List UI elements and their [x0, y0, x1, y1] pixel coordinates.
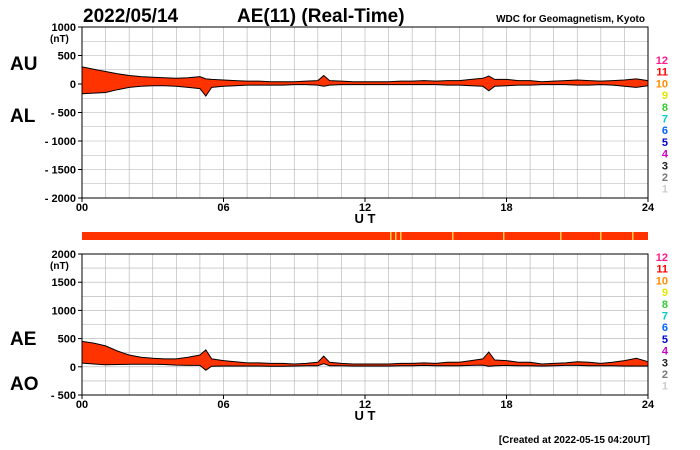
ae-label: AE [10, 329, 36, 350]
legend-item: 8 [662, 299, 668, 311]
y-tick-label: 2000 [52, 249, 76, 261]
x-tick-label: 12 [359, 399, 371, 411]
al-label: AL [10, 106, 36, 127]
activity-strip-bar [82, 232, 648, 240]
chart-title: AE(11) (Real-Time) [237, 6, 405, 27]
legend-item: 9 [662, 90, 668, 102]
legend-item: 12 [656, 252, 668, 264]
legend-item: 12 [656, 55, 668, 67]
legend-item: 8 [662, 102, 668, 114]
legend-item: 10 [656, 275, 668, 287]
y-tick-label: 0 [70, 79, 76, 91]
ao-label: AO [10, 374, 39, 395]
legend-item: 6 [662, 322, 668, 334]
legend-item: 3 [662, 160, 668, 172]
ae-ao-x-ticks: 00 06 12 18 24 [76, 395, 655, 411]
au-line [81, 66, 649, 83]
legend-item: 5 [662, 334, 668, 346]
y-tick-label: 1000 [52, 22, 76, 34]
x-tick-label: 00 [76, 202, 88, 214]
y-tick-label: 1000 [52, 305, 76, 317]
legend-item: 4 [662, 149, 669, 161]
x-tick-label: 06 [217, 202, 229, 214]
legend-item: 3 [662, 357, 668, 369]
legend-item: 11 [656, 264, 668, 276]
activity-strip-mark [390, 232, 392, 240]
organization-label: WDC for Geomagnetism, Kyoto [496, 14, 645, 25]
au-al-x-ticks: 00 06 12 18 24 [76, 198, 655, 214]
legend-item: 7 [662, 114, 668, 126]
legend-item: 7 [662, 311, 668, 323]
legend-item: 6 [662, 125, 668, 137]
al-line [81, 84, 649, 97]
au-al-unit-label: (nT) [50, 34, 69, 45]
activity-strip-mark [560, 232, 562, 240]
x-tick-label: 12 [359, 202, 371, 214]
x-tick-label: 18 [500, 202, 512, 214]
legend-item: 2 [662, 369, 668, 381]
legend-item: 2 [662, 172, 668, 184]
au-al-y-ticks: 1000 500 0 - 500 - 1000 - 1500 - 2000 [45, 22, 82, 205]
legend-item: 5 [662, 137, 668, 149]
activity-strip-mark [503, 232, 505, 240]
x-tick-label: 06 [217, 399, 229, 411]
y-tick-label: - 2000 [45, 193, 76, 205]
y-tick-label: 500 [58, 51, 76, 63]
ae-line [81, 340, 649, 365]
y-tick-label: - 1500 [45, 165, 76, 177]
ae-ao-unit-label: (nT) [50, 261, 69, 272]
created-timestamp: [Created at 2022-05-15 04:20UT] [499, 435, 650, 446]
y-tick-label: 500 [58, 334, 76, 346]
legend-item: 1 [662, 184, 668, 196]
ae-ao-x-axis-label: U T [355, 408, 376, 423]
activity-strip-mark [632, 232, 634, 240]
x-tick-label: 24 [642, 399, 655, 411]
chart-date: 2022/05/14 [83, 6, 179, 27]
legend-item: 9 [662, 287, 668, 299]
activity-strip-mark [600, 232, 602, 240]
x-tick-label: 00 [76, 399, 88, 411]
activity-strip-mark [452, 232, 454, 240]
au-label: AU [10, 54, 37, 75]
au-al-x-axis-label: U T [355, 211, 376, 226]
x-tick-label: 18 [500, 399, 512, 411]
y-tick-label: - 500 [51, 108, 76, 120]
activity-strip [82, 232, 648, 240]
x-tick-label: 24 [642, 202, 655, 214]
y-tick-label: - 500 [51, 390, 76, 402]
legend-item: 11 [656, 67, 668, 79]
ae-ao-grid [82, 254, 648, 395]
legend-item: 10 [656, 78, 668, 90]
y-tick-label: - 1000 [45, 136, 76, 148]
ae-ao-area [82, 341, 648, 371]
legend-item: 4 [662, 346, 669, 358]
activity-strip-mark [400, 232, 402, 240]
activity-strip-mark [395, 232, 397, 240]
ae-ao-y-ticks: 2000 1500 1000 500 0 - 500 [51, 249, 82, 402]
legend-item: 1 [662, 381, 668, 393]
au-al-grid [82, 27, 648, 198]
y-tick-label: 0 [70, 362, 76, 374]
ao-line [81, 362, 648, 371]
y-tick-label: 1500 [52, 277, 76, 289]
